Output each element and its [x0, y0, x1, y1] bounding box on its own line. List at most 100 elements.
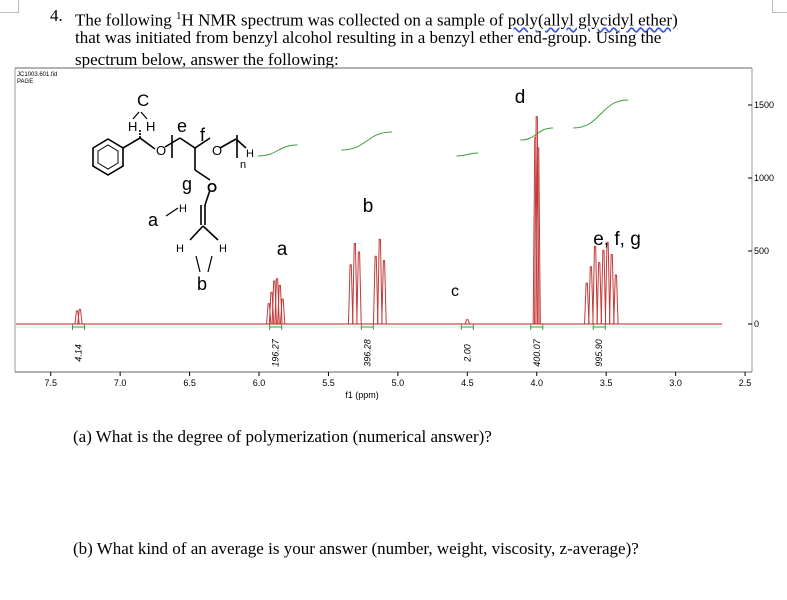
question-number: 4. [50, 6, 63, 25]
label-c: C [137, 91, 149, 110]
x-tick-label: 6.0 [253, 378, 266, 388]
label-h1: H [128, 119, 137, 134]
spectrum-peak [381, 259, 387, 325]
file-label: JC1003.601.fid [17, 72, 57, 78]
spectrum-peak [600, 249, 607, 325]
spectrum-peak [347, 264, 354, 325]
arrow-c-2 [140, 111, 148, 120]
vinyl-h-bond-1 [189, 225, 204, 241]
peak-label-c: c [451, 283, 459, 300]
y-tick-label: 0 [754, 319, 759, 329]
label-a: a [148, 210, 159, 230]
ether-bond-2 [219, 138, 237, 149]
x-tick-label: 5.5 [322, 378, 335, 388]
question-line-2: that was initiated from benzyl alcohol r… [75, 28, 662, 47]
integral-curve [573, 99, 629, 129]
integral-value: 4.14 [73, 344, 83, 362]
question-part-b: (b) What kind of an average is your answ… [73, 539, 639, 558]
integral-value: 2.00 [462, 344, 472, 363]
label-h2: H [146, 119, 155, 134]
spectrum-peak [266, 303, 272, 325]
y-tick-label: 1500 [754, 100, 774, 110]
x-tick-label: 5.0 [392, 378, 405, 388]
x-tick-label: 7.5 [44, 378, 57, 388]
integral-value: 396.28 [362, 339, 372, 367]
isotope-superscript: 1 [176, 10, 182, 22]
benzene-ring [92, 138, 124, 176]
spectrum-peak [377, 238, 383, 325]
spectrum-peak [596, 262, 602, 325]
y-tick-label: 500 [754, 246, 769, 256]
page-label: PAGE [17, 79, 33, 85]
spectrum-peak [532, 136, 539, 325]
integral-labels: 4.14 196.27 396.28 2.00 400.07 995.90 [71, 324, 606, 367]
peak-label-a: a [277, 239, 288, 260]
integral-value: 196.27 [271, 338, 281, 367]
backbone-1 [179, 137, 211, 149]
structure-labels: C H H e f O O H n g O a H H H b [128, 91, 254, 294]
label-n: n [240, 159, 246, 171]
chemical-structure [92, 111, 247, 273]
x-ticks: 7.5 7.0 6.5 6.0 5.5 5.0 4.5 4.0 3.5 3.0 2.5 [44, 372, 751, 388]
label-h-end: H [246, 148, 254, 160]
spectrum-peak [592, 245, 598, 325]
peaks [74, 116, 619, 325]
label-h-b1: H [176, 243, 184, 255]
peak-label-b: b [363, 196, 374, 217]
arrow-c-1 [132, 111, 140, 120]
side-chain-2 [194, 169, 211, 181]
x-tick-label: 3.5 [600, 378, 613, 388]
peak-label-d: d [515, 87, 526, 108]
spectrum-peak [464, 319, 470, 325]
x-tick-label: 4.0 [530, 378, 543, 388]
x-tick-label: 4.5 [461, 378, 474, 388]
x-tick-label: 6.5 [183, 378, 196, 388]
integral-value: 400.07 [532, 338, 542, 367]
label-o3: O [207, 180, 217, 195]
integral-curve [456, 152, 479, 157]
x-tick-label: 3.0 [669, 378, 682, 388]
y-ticks: 1500 1000 500 0 [748, 100, 774, 329]
y-tick-label: 1000 [754, 173, 774, 183]
spectrum-peak [609, 254, 615, 325]
spectrum-peak [588, 266, 594, 325]
arrow-b-2 [207, 255, 213, 273]
vinyl-h-bond-2 [202, 225, 219, 241]
label-g: g [182, 174, 192, 194]
benzyl-bond [122, 137, 156, 150]
spectrum-peak [604, 241, 611, 325]
corner-frame-left [0, 0, 19, 13]
side-chain-3 [204, 189, 211, 206]
question-part-a: (a) What is the degree of polymerization… [73, 427, 492, 446]
integral-curve [341, 131, 393, 151]
label-b: b [197, 274, 207, 294]
x-tick-label: 7.0 [114, 378, 127, 388]
spectrum-peak [372, 255, 379, 325]
spectrum-peak [613, 274, 619, 325]
spectrum-peak [74, 310, 80, 325]
label-h-b2: H [219, 243, 227, 255]
arrow-b-1 [195, 255, 201, 273]
label-f: f [200, 125, 206, 145]
label-o2: O [212, 143, 222, 158]
arrow-a [165, 207, 179, 217]
polymer-name: poly(allyl glycidyl ether) [507, 10, 678, 30]
label-o1: O [156, 143, 166, 158]
question-line-3: spectrum below, answer the following: [75, 50, 339, 69]
spectrum-peak [534, 116, 540, 325]
integral-curve [520, 127, 554, 141]
label-h-a: H [179, 203, 187, 215]
question-line-1: The following 1H NMR spectrum was collec… [75, 10, 678, 30]
integral-curves [257, 99, 629, 157]
spectrum-peak [584, 282, 590, 325]
x-axis-label: f1 (ppm) [345, 390, 379, 400]
x-tick-label: 2.5 [739, 378, 752, 388]
label-e: e [177, 116, 187, 136]
corner-frame-right [772, 0, 787, 13]
integral-curve [257, 144, 298, 157]
benzene-inner [97, 144, 119, 170]
spectrum-peak [352, 243, 358, 325]
spectrum-peak [356, 251, 362, 325]
peak-label-efg: e, f, g [593, 229, 641, 250]
